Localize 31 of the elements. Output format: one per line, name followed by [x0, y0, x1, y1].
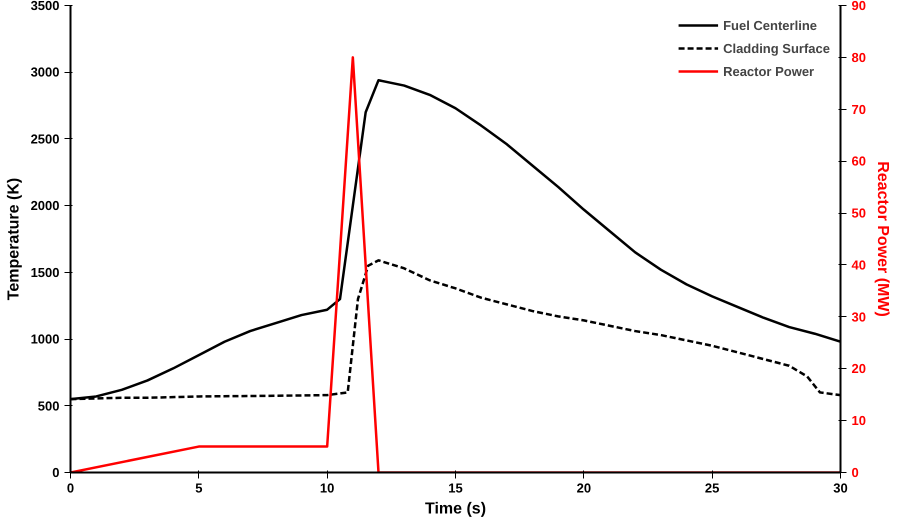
- y2-axis-title: Reactor Power (MW): [874, 161, 891, 317]
- legend-label: Cladding Surface: [723, 40, 830, 56]
- y2-tick-label: 80: [852, 50, 866, 65]
- y2-tick-label: 40: [852, 257, 866, 272]
- y-axis-title: Temperature (K): [6, 178, 23, 300]
- y-tick-label: 2000: [30, 198, 60, 214]
- y2-tick-label: 50: [852, 206, 866, 221]
- y2-tick-label: 20: [852, 361, 866, 376]
- x-tick-label: 10: [320, 480, 334, 496]
- y-tick-label: 1000: [30, 332, 60, 347]
- y-tick-label: 500: [38, 398, 60, 414]
- y-tick-label: 3500: [30, 0, 60, 13]
- y-tick-label: 1500: [30, 264, 60, 280]
- y2-tick-label: 0: [852, 465, 859, 480]
- y-tick-label: 0: [52, 465, 60, 480]
- y2-tick-label: 10: [852, 413, 866, 428]
- x-tick-label: 5: [195, 480, 202, 496]
- legend-label: Fuel Centerline: [723, 18, 817, 32]
- y-tick-label: 3000: [30, 64, 60, 80]
- x-tick-label: 0: [66, 480, 74, 496]
- x-tick-label: 30: [833, 480, 848, 496]
- y2-tick-label: 70: [852, 102, 866, 117]
- x-axis-title: Time (s): [424, 500, 486, 518]
- x-tick-label: 20: [576, 480, 592, 496]
- y-tick-label: 2500: [30, 131, 60, 146]
- y2-tick-label: 90: [852, 0, 866, 13]
- x-tick-label: 15: [448, 480, 463, 496]
- x-tick-label: 25: [704, 480, 720, 496]
- legend-label: Reactor Power: [723, 64, 814, 78]
- y2-tick-label: 30: [852, 309, 866, 324]
- y2-tick-label: 60: [852, 154, 866, 169]
